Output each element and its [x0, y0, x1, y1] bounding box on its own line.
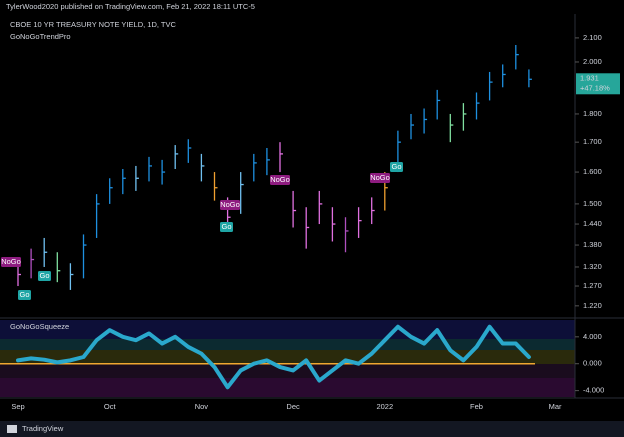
x-tick-label: Nov — [195, 402, 209, 411]
y-tick-label: 1.320 — [583, 262, 602, 271]
x-tick-label: Dec — [286, 402, 300, 411]
annotation: Go — [391, 162, 401, 171]
y-tick-label: 1.270 — [583, 281, 602, 290]
y-tick-label: -4.000 — [583, 386, 604, 395]
y-tick-label: 2.000 — [583, 57, 602, 66]
y-tick-label: 1.600 — [583, 167, 602, 176]
annotation-box — [1, 257, 21, 267]
oscillator-title: GoNoGoSqueeze — [10, 322, 69, 331]
band-mid — [0, 350, 575, 364]
last-price: 1.931 — [580, 73, 599, 82]
y-tick-label: 4.000 — [583, 332, 602, 341]
oscillator-line — [16, 324, 531, 390]
footer-logo — [7, 425, 17, 433]
x-tick-label: Feb — [470, 402, 483, 411]
footer-bar — [0, 421, 624, 437]
annotation-box — [220, 200, 240, 210]
annotation-box — [270, 175, 290, 185]
publisher: TylerWood2020 published on TradingView.c… — [6, 2, 255, 11]
y-tick-label: 0.000 — [583, 359, 602, 368]
y-tick-label: 1.800 — [583, 109, 602, 118]
x-tick-label: 2022 — [376, 402, 393, 411]
y-tick-label: 1.700 — [583, 137, 602, 146]
annotation-box — [38, 271, 51, 281]
annotation: Go — [39, 271, 49, 280]
annotation: NoGo — [220, 200, 240, 209]
annotation-box — [220, 222, 233, 232]
annotation: NoGo — [270, 175, 290, 184]
last-price-box — [576, 73, 620, 95]
x-tick-label: Sep — [11, 402, 24, 411]
y-tick-label: 1.380 — [583, 240, 602, 249]
annotation-box — [18, 290, 31, 300]
chart-title: CBOE 10 YR TREASURY NOTE YIELD, 1D, TVC — [10, 20, 176, 29]
band-bottom — [0, 378, 575, 397]
footer-brand: TradingView — [22, 424, 64, 433]
annotation: NoGo — [1, 257, 21, 266]
y-tick-label: 1.220 — [583, 301, 602, 310]
y-tick-label: 1.440 — [583, 219, 602, 228]
y-tick-label: 2.100 — [583, 33, 602, 42]
change-label: +47.18% — [580, 83, 610, 92]
annotation: Go — [221, 222, 231, 231]
annotation-box — [370, 173, 390, 183]
y-tick-label: 1.500 — [583, 199, 602, 208]
band-upper — [0, 339, 575, 350]
x-tick-label: Oct — [104, 402, 117, 411]
indicator-name: GoNoGoTrendPro — [10, 32, 71, 41]
annotation-box — [390, 162, 403, 172]
x-tick-label: Mar — [549, 402, 562, 411]
annotation: Go — [19, 290, 29, 299]
annotation: NoGo — [370, 173, 390, 182]
